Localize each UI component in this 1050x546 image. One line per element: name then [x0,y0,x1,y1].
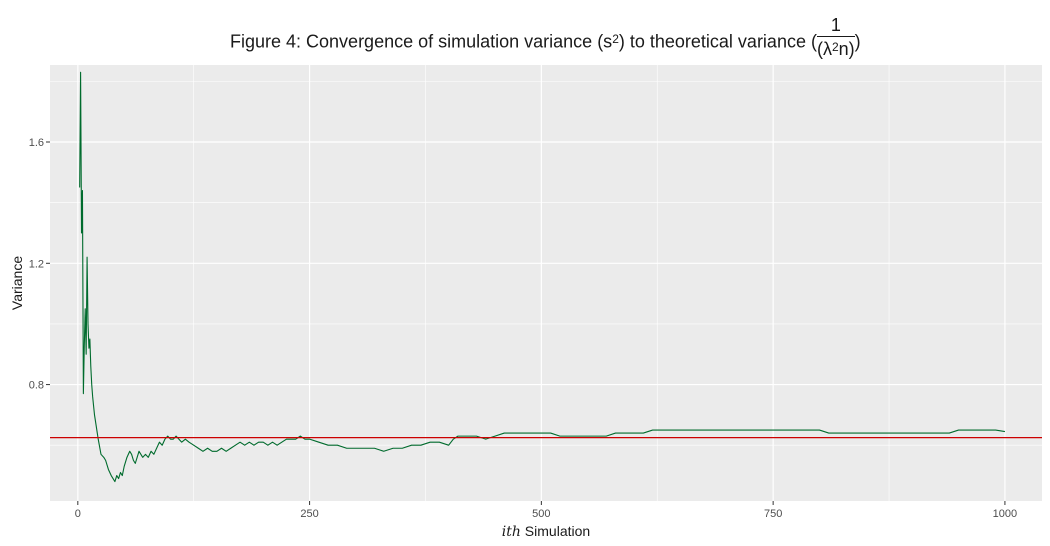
denominator-pre: (λ [816,39,832,59]
x-axis-title: ith Simulation [502,523,590,540]
denominator-sup: 2 [831,40,839,54]
x-tick-label: 0 [75,508,81,520]
y-axis-title: Variance [9,256,25,310]
y-axis: 0.8 1.2 1.6 [29,137,50,392]
x-tick-label: 250 [300,508,318,520]
x-tick-label: 750 [764,508,782,520]
title-suffix: ) [854,31,861,52]
title-superscript: 2 [612,32,619,47]
y-tick-label: 0.8 [29,380,44,392]
x-tick-label: 500 [532,508,550,520]
chart-title: Figure 4: Convergence of simulation vari… [0,0,1050,60]
chart-title-text: Figure 4: Convergence of simulation vari… [230,16,861,65]
x-axis-title-italic: ith [502,524,521,540]
major-gridlines [50,65,1042,501]
y-tick-label: 1.6 [29,137,44,149]
fraction-bar [816,36,855,37]
y-tick-label: 1.2 [29,258,44,270]
x-axis: 0 250 500 750 1000 [75,501,1017,520]
fraction-numerator: 1 [830,15,841,35]
minor-gridlines [50,65,1042,501]
x-axis-title-rest: Simulation [521,523,590,539]
x-tick-label: 1000 [993,508,1017,520]
denominator-post: n) [838,39,855,59]
title-fraction: 1 (λ2n) [816,15,855,61]
plot-panel [50,65,1042,501]
fraction-denominator: (λ2n) [817,39,855,61]
title-middle: ) to theoretical variance ( [618,31,817,52]
title-prefix: Figure 4: Convergence of simulation vari… [230,31,613,52]
